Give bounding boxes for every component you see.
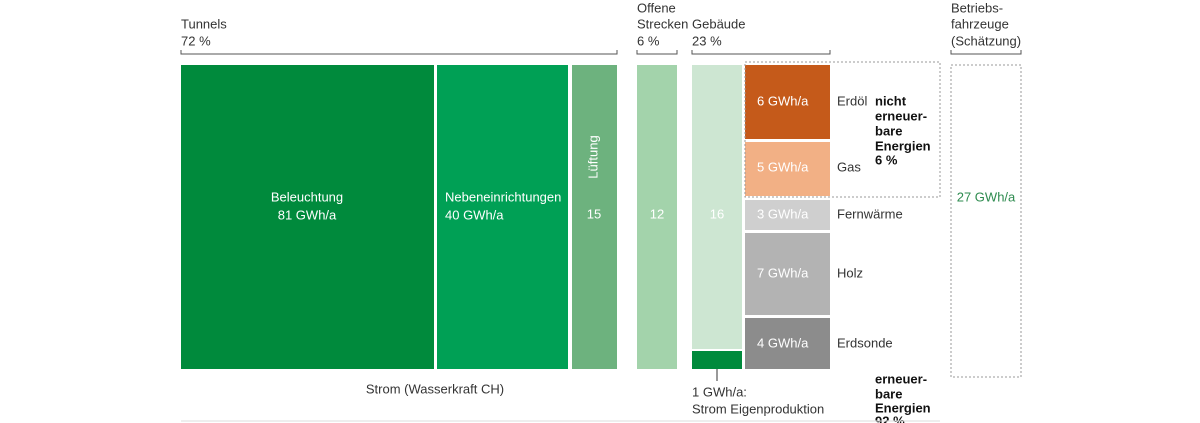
block-label: Lüftung bbox=[585, 135, 600, 178]
energy-label: Energien bbox=[875, 400, 931, 415]
block-label: 5 GWh/a bbox=[757, 159, 809, 174]
group-label: Tunnels bbox=[181, 16, 227, 31]
energy-label: erneuer- bbox=[875, 108, 927, 123]
dashed-box bbox=[744, 61, 941, 198]
block-label: 7 GWh/a bbox=[757, 265, 809, 280]
block-label: Beleuchtung bbox=[271, 189, 343, 204]
source-label: Gas bbox=[837, 159, 861, 174]
block bbox=[745, 65, 830, 139]
group-label: Betriebs- bbox=[951, 0, 1003, 15]
block bbox=[745, 142, 830, 196]
source-label: Erdsonde bbox=[837, 335, 893, 350]
bracket bbox=[636, 50, 678, 55]
energy-label: 6 % bbox=[875, 152, 898, 167]
group-label: Offene bbox=[637, 0, 676, 15]
energy-label: nicht bbox=[875, 93, 907, 108]
block bbox=[572, 65, 617, 369]
group-label: fahrzeuge bbox=[951, 16, 1009, 31]
group-label: Gebäude bbox=[692, 16, 746, 31]
block-label: 6 GWh/a bbox=[757, 93, 809, 108]
source-label: Erdöl bbox=[837, 93, 867, 108]
bracket bbox=[180, 50, 618, 55]
group-label: Strecken bbox=[637, 16, 688, 31]
block bbox=[181, 65, 434, 369]
group-label: (Schätzung) bbox=[951, 33, 1021, 48]
block-label: 16 bbox=[710, 206, 724, 221]
block bbox=[692, 65, 742, 349]
source-label: Fernwärme bbox=[837, 206, 903, 221]
energy-label: erneuer- bbox=[875, 371, 927, 386]
dashed-box bbox=[950, 64, 1022, 378]
source-label: Holz bbox=[837, 265, 863, 280]
bracket bbox=[950, 50, 1022, 55]
block-label: 81 GWh/a bbox=[278, 207, 337, 222]
footer-label: Strom (Wasserkraft CH) bbox=[366, 381, 504, 396]
block-label: 3 GWh/a bbox=[757, 206, 809, 221]
block bbox=[745, 200, 830, 230]
block-label: Nebeneinrichtungen bbox=[445, 189, 561, 204]
block bbox=[637, 65, 677, 369]
block-label: 4 GWh/a bbox=[757, 335, 809, 350]
group-label: 23 % bbox=[692, 33, 722, 48]
annotation: Strom Eigenproduktion bbox=[692, 401, 824, 416]
block-label: 40 GWh/a bbox=[445, 207, 504, 222]
block bbox=[692, 351, 742, 369]
group-label: 6 % bbox=[637, 33, 660, 48]
energy-label: Energien bbox=[875, 138, 931, 153]
annotation: 1 GWh/a: bbox=[692, 384, 747, 399]
block bbox=[437, 65, 568, 369]
energy-label: bare bbox=[875, 386, 902, 401]
energy-label: 92 % bbox=[875, 413, 905, 423]
block bbox=[745, 233, 830, 315]
bracket bbox=[691, 50, 831, 55]
energy-label: bare bbox=[875, 123, 902, 138]
block-label: 27 GWh/a bbox=[957, 189, 1016, 204]
block bbox=[745, 318, 830, 369]
block-label: 15 bbox=[587, 206, 601, 221]
group-label: 72 % bbox=[181, 33, 211, 48]
block-label: 12 bbox=[650, 206, 664, 221]
